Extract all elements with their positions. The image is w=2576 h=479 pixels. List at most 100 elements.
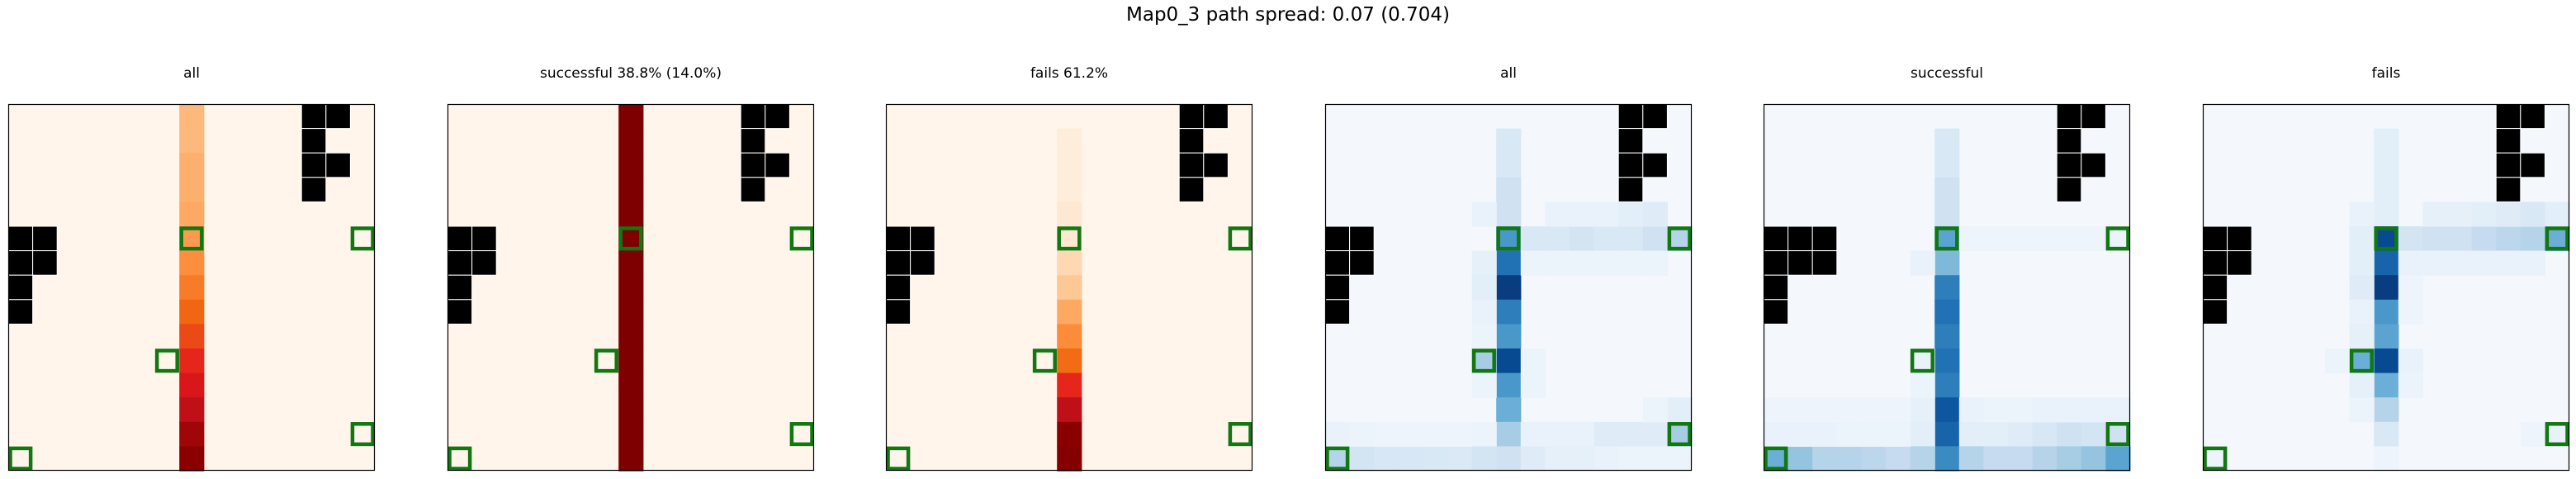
heatmap-cell bbox=[618, 421, 644, 447]
heatmap-cell bbox=[1861, 446, 1887, 472]
goal-marker bbox=[1667, 422, 1692, 447]
obstacle-cell bbox=[1203, 152, 1229, 178]
heatmap-cell bbox=[2349, 372, 2375, 398]
obstacle-cell bbox=[2056, 152, 2082, 178]
heatmap-cell bbox=[1520, 372, 1546, 398]
heatmap-cell bbox=[1471, 299, 1497, 325]
heatmap-cell bbox=[618, 177, 644, 202]
heatmap-cell bbox=[1886, 446, 1911, 472]
heatmap-cell bbox=[2520, 226, 2545, 252]
heatmap-cell bbox=[1958, 446, 1984, 472]
heatmap-cell bbox=[1496, 299, 1522, 325]
obstacle-cell bbox=[7, 299, 34, 325]
heatmap-cell bbox=[1642, 446, 1668, 472]
heatmap-cell bbox=[2325, 349, 2351, 374]
heatmap-cell bbox=[1934, 250, 1960, 276]
heatmap-cell bbox=[2349, 299, 2375, 325]
heatmap-plot bbox=[7, 103, 376, 472]
heatmap-cell bbox=[1593, 421, 1619, 447]
obstacle-cell bbox=[32, 250, 58, 276]
heatmap-cell bbox=[2520, 421, 2545, 447]
obstacle-cell bbox=[1788, 225, 1813, 252]
heatmap-cell bbox=[2496, 250, 2522, 276]
goal-marker bbox=[447, 446, 472, 471]
heatmap-cell bbox=[1570, 446, 1595, 472]
heatmap-cell bbox=[1836, 397, 1862, 423]
obstacle-cell bbox=[301, 103, 327, 130]
obstacle-cell bbox=[1763, 225, 1789, 252]
heatmap-cell bbox=[1788, 446, 1813, 472]
obstacle-cell bbox=[1811, 225, 1838, 252]
panel-title: all bbox=[1500, 65, 1517, 82]
obstacle-cell bbox=[1324, 274, 1351, 301]
heatmap-cell bbox=[1545, 421, 1570, 447]
heatmap-cell bbox=[179, 104, 205, 130]
heatmap-cell bbox=[1471, 275, 1497, 301]
heatmap-panel-successful-blues: successful bbox=[1763, 64, 2131, 474]
obstacle-cell bbox=[910, 225, 935, 252]
heatmap-cell bbox=[179, 397, 205, 423]
heatmap-cell bbox=[179, 349, 205, 374]
heatmap-cell bbox=[2398, 372, 2423, 398]
heatmap-cell bbox=[2032, 446, 2057, 472]
obstacle-cell bbox=[1178, 177, 1205, 202]
heatmap-cell bbox=[2374, 275, 2399, 301]
heatmap-cell bbox=[2398, 250, 2423, 276]
heatmap-cell bbox=[1812, 397, 1838, 423]
obstacle-cell bbox=[447, 250, 473, 276]
heatmap-cell bbox=[2374, 128, 2399, 154]
heatmap-cell bbox=[2374, 372, 2399, 398]
heatmap-cell bbox=[2057, 226, 2082, 252]
heatmap-cell bbox=[1496, 397, 1522, 423]
goal-marker bbox=[1325, 446, 1350, 471]
heatmap-cell bbox=[1910, 446, 1935, 472]
heatmap-panel-all-reds: all bbox=[7, 64, 376, 474]
heatmap-cell bbox=[1934, 324, 1960, 349]
heatmap-cell bbox=[2008, 446, 2034, 472]
obstacle-cell bbox=[301, 152, 327, 178]
heatmap-cell bbox=[2374, 446, 2399, 472]
obstacle-cell bbox=[447, 274, 473, 301]
heatmap-cell bbox=[1642, 421, 1668, 447]
heatmap-cell bbox=[1057, 324, 1082, 349]
plot-frame bbox=[885, 103, 1253, 472]
obstacle-cell bbox=[2495, 128, 2522, 154]
obstacle-cell bbox=[7, 225, 34, 252]
heatmap-cell bbox=[1983, 397, 2009, 423]
obstacle-cell bbox=[1349, 225, 1375, 252]
heatmap-cell bbox=[2057, 421, 2082, 447]
heatmap-cell bbox=[1057, 299, 1082, 325]
heatmap-cell bbox=[2374, 397, 2399, 423]
obstacle-cell bbox=[2081, 103, 2106, 130]
goal-marker bbox=[886, 446, 911, 471]
obstacle-cell bbox=[1324, 250, 1351, 276]
heatmap-cell bbox=[2349, 324, 2375, 349]
heatmap-cell bbox=[1057, 153, 1082, 178]
panel-title: successful bbox=[1911, 65, 1983, 82]
heatmap-plot bbox=[1763, 103, 2131, 472]
goal-marker bbox=[179, 226, 204, 251]
heatmap-cell bbox=[1496, 446, 1522, 472]
goal-marker bbox=[618, 226, 643, 251]
obstacle-cell bbox=[1763, 250, 1789, 276]
obstacle-cell bbox=[1617, 152, 1644, 178]
heatmap-cell bbox=[618, 349, 644, 374]
heatmap-cell bbox=[179, 446, 205, 472]
heatmap-cell bbox=[1349, 446, 1375, 472]
heatmap-cell bbox=[2032, 421, 2057, 447]
obstacle-cell bbox=[1763, 274, 1789, 301]
goal-marker bbox=[1910, 349, 1934, 373]
heatmap-cell bbox=[179, 250, 205, 276]
obstacle-cell bbox=[2227, 225, 2252, 252]
plot-frame bbox=[447, 103, 815, 472]
obstacle-cell bbox=[301, 177, 327, 202]
obstacle-cell bbox=[1811, 250, 1838, 276]
obstacle-cell bbox=[2227, 250, 2252, 276]
heatmap-cell bbox=[1618, 226, 1644, 252]
heatmap-cell bbox=[2545, 202, 2570, 227]
obstacle-cell bbox=[885, 250, 912, 276]
heatmap-cell bbox=[1934, 275, 1960, 301]
heatmap-cell bbox=[2398, 299, 2423, 325]
heatmap-cell bbox=[1642, 250, 1668, 276]
obstacle-cell bbox=[1617, 177, 1644, 202]
